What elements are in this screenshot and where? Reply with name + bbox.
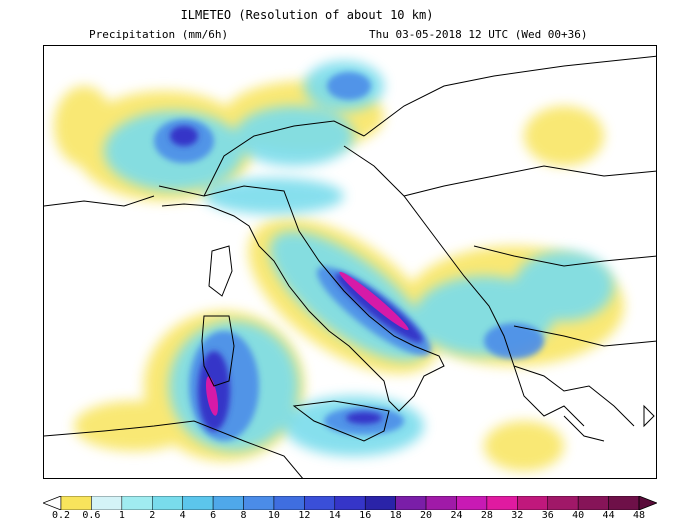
legend-threshold-label: 20: [420, 510, 433, 521]
legend-threshold-label: 18: [389, 510, 402, 521]
legend-colorbar: [43, 496, 657, 510]
legend-color-box: [152, 496, 183, 510]
legend-threshold-label: 44: [602, 510, 615, 521]
legend-threshold-label: 12: [298, 510, 311, 521]
map-title: ILMETEO (Resolution of about 10 km): [180, 8, 434, 22]
legend-threshold-label: 14: [328, 510, 341, 521]
legend-color-box: [456, 496, 488, 510]
legend-color-box: [182, 496, 214, 510]
legend-color-box: [91, 496, 123, 510]
legend-threshold-label: 32: [511, 510, 524, 521]
coastlines: [44, 55, 656, 478]
legend-color-box: [334, 496, 366, 510]
legend-labels: 0.2 0.6 1 2 4 6 8 10 12 14 16 18 20 24 28 32 36 40 44 48: [0, 510, 700, 524]
legend-color-box: [364, 496, 396, 510]
legend-threshold-label: 2: [149, 510, 156, 521]
legend-threshold-label: 8: [240, 510, 247, 521]
legend-threshold-label: 28: [480, 510, 493, 521]
legend-threshold-label: 36: [541, 510, 554, 521]
legend-color-box: [608, 496, 640, 510]
map-canvas: [44, 55, 656, 478]
legend-threshold-label: 24: [450, 510, 463, 521]
legend-threshold-label: 0.2: [51, 510, 71, 521]
valid-time-label: Thu 03-05-2018 12 UTC (Wed 00+36): [369, 28, 588, 41]
legend-threshold-label: 6: [210, 510, 217, 521]
legend-color-box: [60, 496, 92, 510]
variable-label: Precipitation (mm/6h): [89, 28, 229, 41]
legend-color-box: [395, 496, 427, 510]
precip-extreme-layer: [205, 271, 409, 416]
legend-threshold-label: 40: [572, 510, 585, 521]
legend-color-box: [425, 496, 457, 510]
legend-over-triangle: [638, 496, 657, 510]
legend-threshold-label: 16: [359, 510, 372, 521]
legend-color-box: [121, 496, 153, 510]
legend-color-box: [577, 496, 609, 510]
legend-color-box: [486, 496, 518, 510]
legend-threshold-label: 0.6: [82, 510, 101, 521]
legend-color-box: [517, 496, 548, 510]
legend-color-box: [273, 496, 305, 510]
legend-color-box: [547, 496, 579, 510]
legend-color-box: [243, 496, 275, 510]
legend-threshold-label: 10: [267, 510, 280, 521]
precipitation-map: [43, 45, 657, 479]
precip-moderate-layer: [104, 61, 614, 456]
legend-color-box: [212, 496, 244, 510]
legend-under-triangle: [43, 496, 62, 510]
legend-threshold-label: 1: [118, 510, 125, 521]
legend-threshold-label: 4: [179, 510, 186, 521]
legend-color-box: [304, 496, 336, 510]
legend-threshold-label: 48: [632, 510, 646, 521]
